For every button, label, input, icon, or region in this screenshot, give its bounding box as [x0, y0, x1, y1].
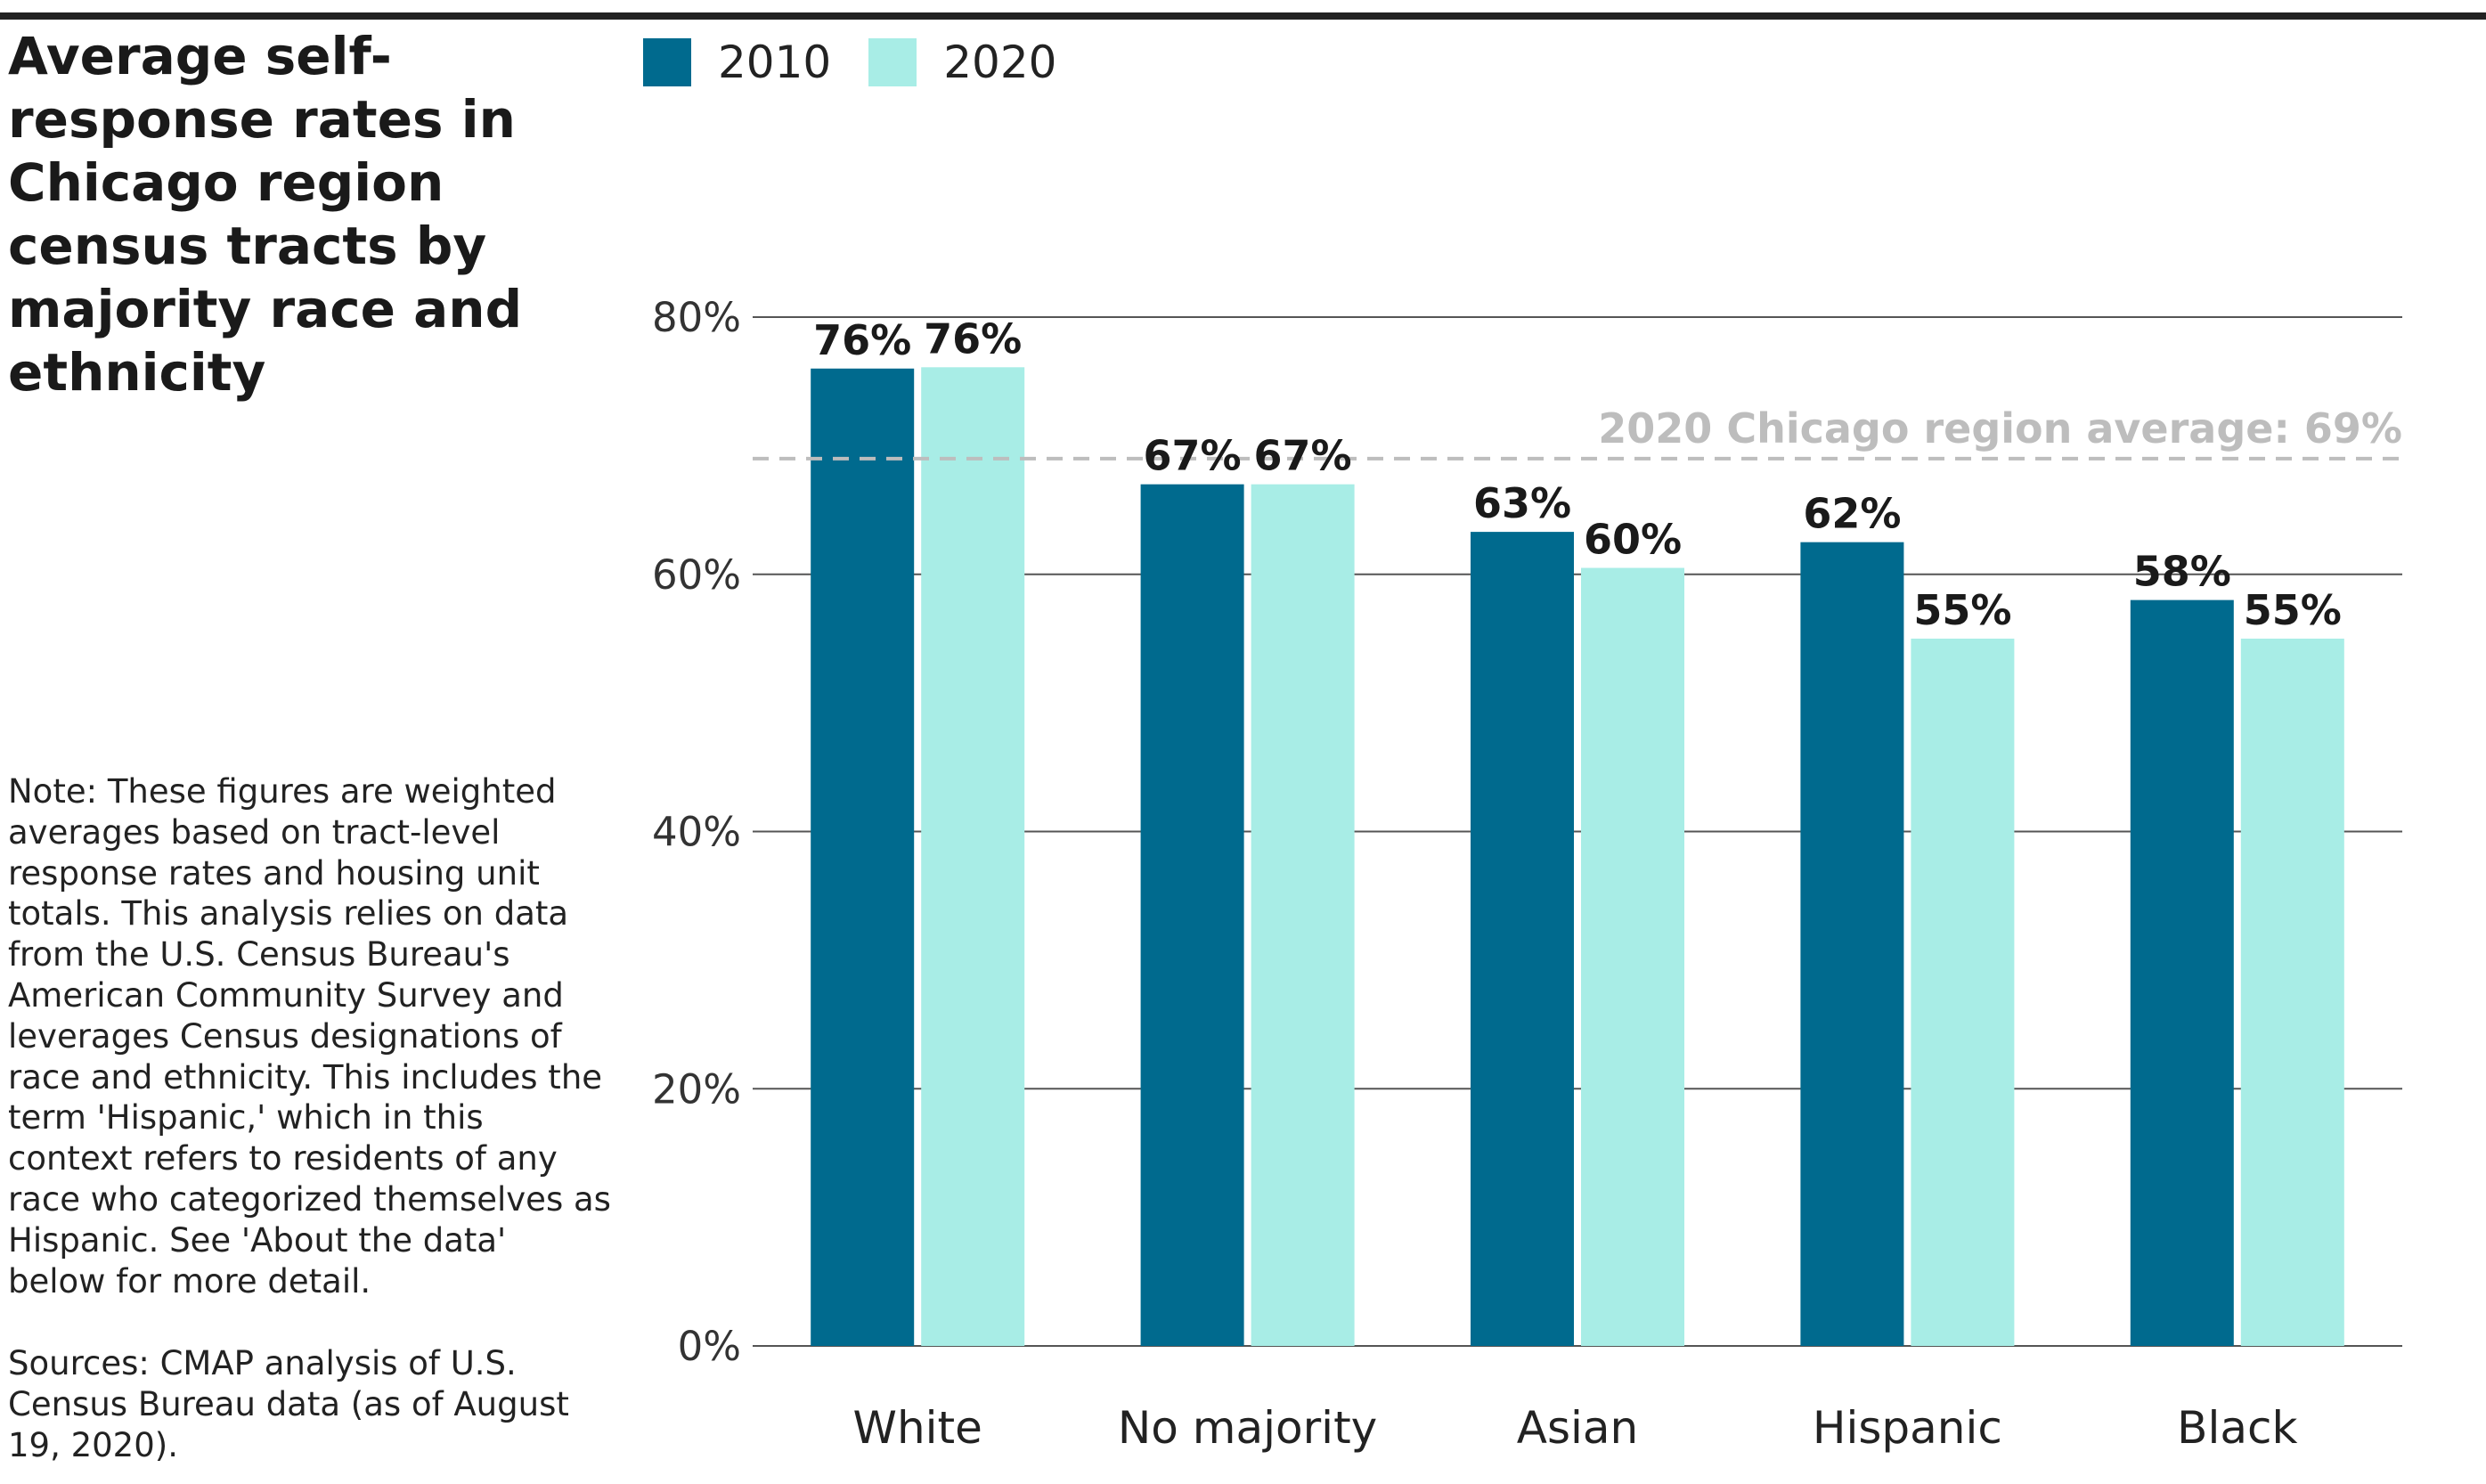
y-tick-label: 40%: [652, 809, 741, 856]
x-category-label: Black: [2177, 1402, 2297, 1454]
gridlines: [753, 316, 2402, 1347]
data-label: 60%: [1584, 516, 1682, 564]
top-rule: [0, 12, 2486, 20]
bars: [811, 367, 2344, 1346]
reference-line-label: 2020 Chicago region average: 69%: [1598, 404, 2402, 453]
chart-note: Note: These figures are weighted average…: [8, 772, 611, 1301]
bar-2010-no-majority: [1140, 484, 1244, 1346]
legend-swatch-2010: [643, 38, 691, 86]
y-tick-label: 80%: [652, 294, 741, 341]
chart-sources: Sources: CMAP analysis of U.S. Census Bu…: [8, 1344, 569, 1464]
axis-labels: 0% 20% 40% 60% 80% White No majority Asian Hispa…: [652, 294, 2298, 1454]
bar-2020-hispanic: [1911, 638, 2015, 1346]
data-label: 55%: [1913, 586, 2011, 634]
data-label: 55%: [2244, 586, 2342, 634]
chart-title: Average self-response rates in Chicago r…: [8, 26, 523, 403]
y-tick-label: 60%: [652, 551, 741, 599]
bar-2010-white: [811, 368, 915, 1346]
bar-2010-black: [2130, 599, 2234, 1346]
reference-line-group: 2020 Chicago region average: 69%: [753, 404, 2402, 461]
x-category-label: Asian: [1517, 1402, 1638, 1454]
bar-2020-black: [2240, 638, 2344, 1346]
x-category-label: No majority: [1118, 1402, 1377, 1454]
bar-2020-no-majority: [1251, 484, 1355, 1346]
bar-2010-asian: [1471, 532, 1574, 1346]
legend-label-2010: 2010: [718, 37, 832, 88]
legend-item-2010: 2010: [643, 37, 831, 88]
data-label: 58%: [2133, 548, 2231, 596]
data-label: 67%: [1254, 432, 1352, 480]
bar-2010-hispanic: [1800, 542, 1904, 1346]
data-label: 62%: [1803, 490, 1901, 538]
y-tick-label: 0%: [678, 1323, 741, 1370]
legend-label-2020: 2020: [943, 37, 1057, 88]
legend: 2010 2020: [643, 37, 1095, 88]
y-tick-label: 20%: [652, 1065, 741, 1113]
data-label: 76%: [924, 314, 1022, 363]
legend-swatch-2020: [868, 38, 917, 86]
x-category-label: White: [853, 1402, 982, 1454]
legend-item-2020: 2020: [868, 37, 1057, 88]
bar-2020-asian: [1581, 567, 1684, 1346]
data-label: 76%: [813, 316, 911, 364]
data-labels: 76% 76%67% 67%63%60%62%55%58%55%: [813, 314, 2342, 634]
data-label: 63%: [1473, 479, 1571, 527]
bar-2020-white: [921, 367, 1025, 1346]
x-category-label: Hispanic: [1813, 1402, 2002, 1454]
data-label: 67%: [1144, 432, 1242, 480]
